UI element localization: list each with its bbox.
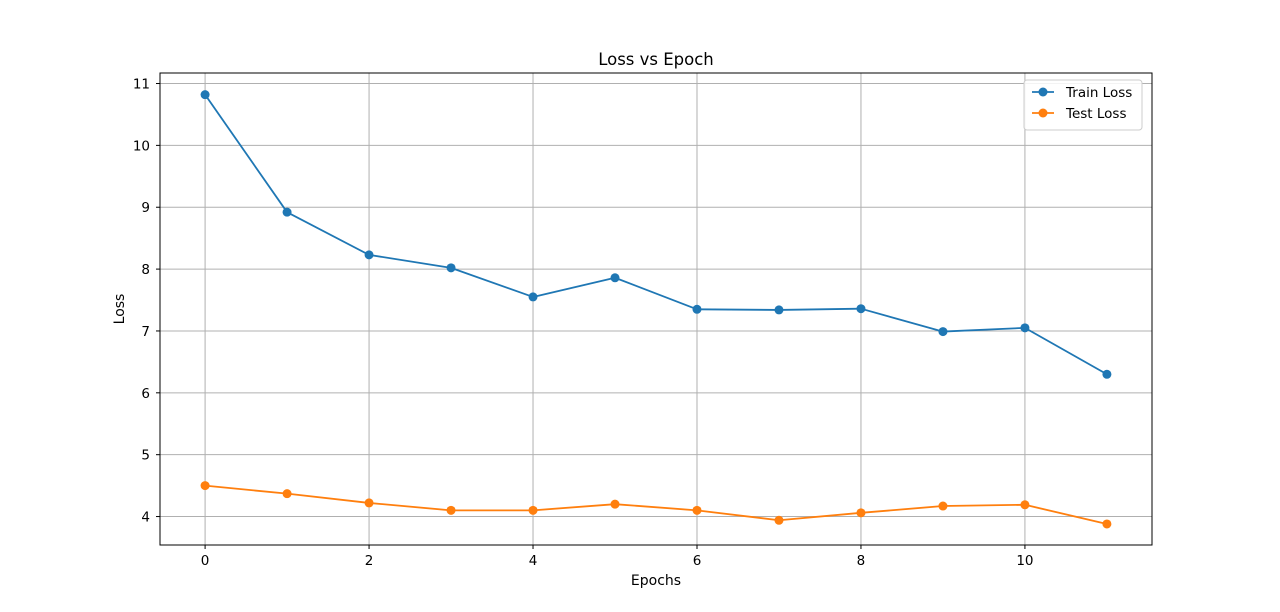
x-tick-label: 0 — [201, 553, 210, 569]
x-tick-label: 8 — [857, 553, 866, 569]
test-loss-point — [1020, 500, 1030, 510]
train-loss-point — [938, 327, 948, 337]
train-loss-point — [528, 292, 538, 302]
y-tick-label: 9 — [141, 200, 150, 216]
legend: Train Loss Test Loss — [1023, 79, 1143, 131]
train-loss-line — [204, 94, 1108, 376]
plot-frame — [159, 72, 1153, 546]
series-layer — [200, 90, 1112, 529]
train-loss-point — [446, 263, 456, 273]
train-loss-legend-label: Train Loss — [1065, 85, 1132, 101]
x-tick-label: 6 — [693, 553, 702, 569]
y-tick-label: 4 — [141, 510, 150, 526]
train-loss-point — [282, 207, 292, 217]
train-loss-point — [692, 304, 702, 314]
y-axis-title: Loss — [112, 294, 128, 325]
test-loss-point — [528, 505, 538, 515]
test-loss-point — [938, 501, 948, 511]
test-loss-point — [610, 499, 620, 509]
test-loss-point — [282, 489, 292, 499]
test-loss-point — [200, 481, 210, 491]
test-loss-legend-label: Test Loss — [1065, 106, 1127, 122]
y-tick-label: 11 — [133, 77, 150, 93]
grid — [160, 73, 1152, 545]
test-loss-point — [446, 505, 456, 515]
test-loss-point — [364, 498, 374, 508]
test-loss-line — [205, 484, 1108, 525]
y-tick-label: 10 — [133, 138, 150, 154]
axis-ticks: 0 2 4 6 8 10 4 5 6 7 8 9 10 11 — [133, 77, 1034, 569]
x-tick-label: 4 — [529, 553, 538, 569]
train-loss-point — [364, 250, 374, 260]
y-tick-label: 6 — [141, 386, 150, 402]
test-loss-point — [774, 515, 784, 525]
test-loss-point — [1102, 519, 1112, 529]
train-loss-legend-marker — [1038, 87, 1048, 97]
test-loss-legend-marker — [1038, 108, 1048, 118]
train-loss-point — [1102, 369, 1112, 379]
x-tick-label: 2 — [365, 553, 374, 569]
train-loss-point — [774, 305, 784, 315]
x-axis-title: Epochs — [631, 573, 681, 589]
y-tick-label: 5 — [141, 448, 150, 464]
test-loss-point — [692, 505, 702, 515]
y-tick-label: 7 — [141, 324, 150, 340]
x-tick-label: 10 — [1016, 553, 1033, 569]
y-tick-label: 8 — [141, 262, 150, 278]
train-loss-point — [856, 304, 866, 314]
train-loss-point — [610, 273, 620, 283]
train-loss-point — [1020, 323, 1030, 333]
test-loss-point — [856, 508, 866, 518]
chart-title: Loss vs Epoch — [598, 50, 714, 69]
train-loss-point — [200, 90, 210, 100]
